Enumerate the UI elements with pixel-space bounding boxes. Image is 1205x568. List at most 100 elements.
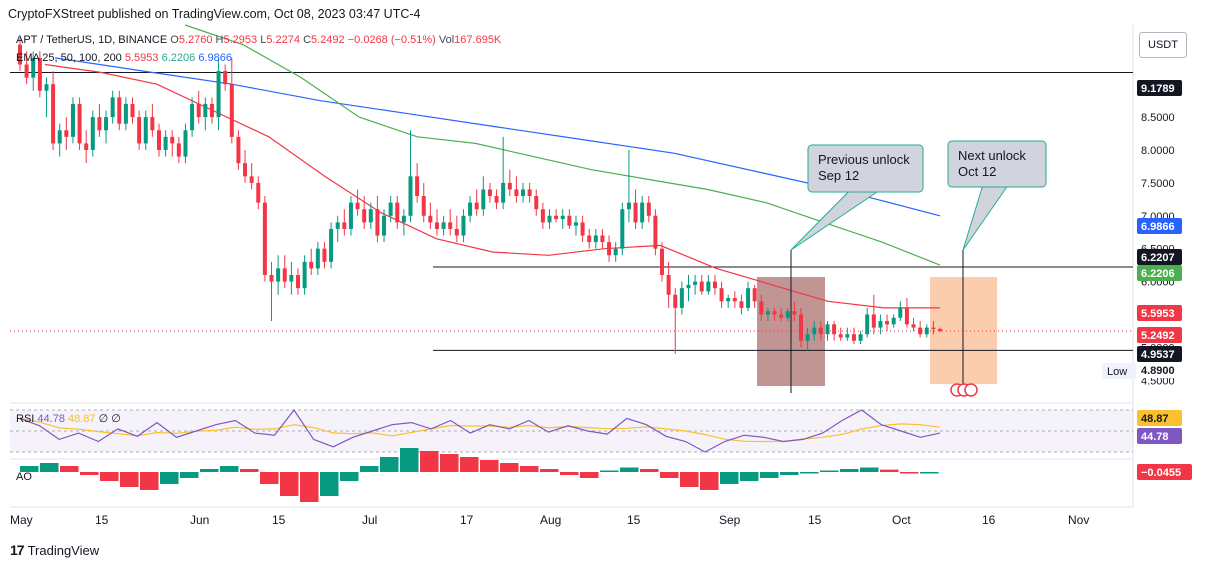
candle-body xyxy=(170,136,175,144)
candle-body xyxy=(607,242,612,256)
ema200-value: 6.9866 xyxy=(198,52,232,64)
candle-body xyxy=(653,215,658,249)
ao-bar xyxy=(160,472,179,484)
rsi-legend-value: 44.78 xyxy=(37,413,65,425)
candle-body xyxy=(739,301,744,308)
candle-body xyxy=(441,222,446,229)
candle-body xyxy=(732,298,737,302)
price-axis-tick: 8.0000 xyxy=(1141,145,1175,157)
candle-body xyxy=(507,182,512,190)
candle-body xyxy=(216,71,221,118)
ao-bar xyxy=(360,466,379,472)
candle-body xyxy=(348,202,353,229)
candle-body xyxy=(229,84,234,137)
rsi-label[interactable]: RSI xyxy=(16,413,35,425)
candle-body xyxy=(408,176,413,216)
candle-body xyxy=(772,311,777,315)
candle-body xyxy=(163,136,168,150)
ao-bar xyxy=(440,454,459,472)
ao-legend[interactable]: AO xyxy=(16,471,32,483)
candle-body xyxy=(110,97,115,118)
ema200-line xyxy=(54,57,941,217)
candle-body xyxy=(249,176,254,183)
candle-body xyxy=(759,301,764,315)
next-unlock-callout-pointer xyxy=(962,186,1008,251)
candle-body xyxy=(871,314,876,328)
price-badge-line xyxy=(1137,249,1182,265)
candle-body xyxy=(190,103,195,131)
rsi-badge xyxy=(1137,428,1182,444)
candle-body xyxy=(911,324,916,328)
candle-body xyxy=(269,275,274,282)
candle-body xyxy=(474,202,479,210)
candle-body xyxy=(51,84,56,144)
ema-legend: EMA 25, 50, 100, 200 5.5953 6.2206 6.986… xyxy=(16,52,232,64)
ao-bar xyxy=(760,472,779,478)
ema50-value: 5.5953 xyxy=(124,52,159,64)
candle-body xyxy=(699,281,704,292)
candle-body xyxy=(573,222,578,226)
candle-body xyxy=(487,189,492,197)
candle-body xyxy=(156,130,161,150)
candle-body xyxy=(468,202,473,216)
ao-bar xyxy=(40,463,59,472)
footer-brand[interactable]: 17 TradingView xyxy=(10,542,99,558)
price-badge-text: 5.2492 xyxy=(1141,330,1175,342)
candle-body xyxy=(660,248,665,275)
price-badge-text: 9.1789 xyxy=(1141,83,1175,95)
symbol-label[interactable]: APT / TetherUS, 1D, BINANCE xyxy=(16,34,168,46)
candle-body xyxy=(434,222,439,229)
candle-body xyxy=(666,275,671,295)
candle-body xyxy=(282,268,287,282)
candle-body xyxy=(428,215,433,223)
currency-button[interactable]: USDT xyxy=(1139,32,1187,58)
ao-bar xyxy=(600,470,619,472)
price-badge-line xyxy=(1137,346,1182,362)
candle-body xyxy=(547,215,552,223)
ao-bar xyxy=(640,469,659,472)
candle-body xyxy=(143,117,148,144)
candle-body xyxy=(646,202,651,216)
candle-body xyxy=(587,235,592,243)
ao-bar xyxy=(920,472,939,474)
time-axis-tick: Nov xyxy=(1068,513,1089,527)
previous-unlock-callout-box xyxy=(807,144,924,193)
ao-bar xyxy=(140,472,159,490)
candle-body xyxy=(527,189,532,197)
candle-body xyxy=(223,71,228,85)
candle-body xyxy=(686,284,691,289)
candle-body xyxy=(236,136,241,164)
price-badge-text: 5.5953 xyxy=(1141,308,1175,320)
price-badge-text: 4.8900 xyxy=(1141,365,1175,377)
ao-bar xyxy=(280,472,299,496)
rsi-ma-badge xyxy=(1137,410,1182,426)
candle-body xyxy=(805,334,810,341)
candle-body xyxy=(534,196,539,210)
ao-bar xyxy=(60,466,79,472)
candle-body xyxy=(448,222,453,229)
ema-label[interactable]: EMA 25, 50, 100, 200 xyxy=(16,52,122,64)
candle-body xyxy=(521,189,526,197)
price-badge-text: 6.2206 xyxy=(1141,268,1175,280)
candle-body xyxy=(812,327,817,335)
rsi-line xyxy=(19,408,941,453)
candle-body xyxy=(719,288,724,302)
ao-bar xyxy=(20,466,39,472)
ema100-line xyxy=(184,24,941,266)
candle-body xyxy=(329,228,334,262)
high-value: 5.2953 xyxy=(223,34,258,46)
candle-body xyxy=(401,215,406,223)
candle-body xyxy=(461,215,466,236)
candle-body xyxy=(785,311,790,318)
candle-body xyxy=(838,334,843,338)
time-axis-tick: Sep xyxy=(719,513,741,527)
candle-body xyxy=(567,215,572,226)
candle-body xyxy=(362,209,367,223)
candle-body xyxy=(84,143,89,150)
candle-body xyxy=(415,176,420,197)
next-unlock-callout-text: Next unlock xyxy=(958,148,1026,163)
rsi-ma-badge-text: 48.87 xyxy=(1141,413,1169,425)
ao-bar xyxy=(120,472,139,487)
candle-body xyxy=(765,311,770,315)
